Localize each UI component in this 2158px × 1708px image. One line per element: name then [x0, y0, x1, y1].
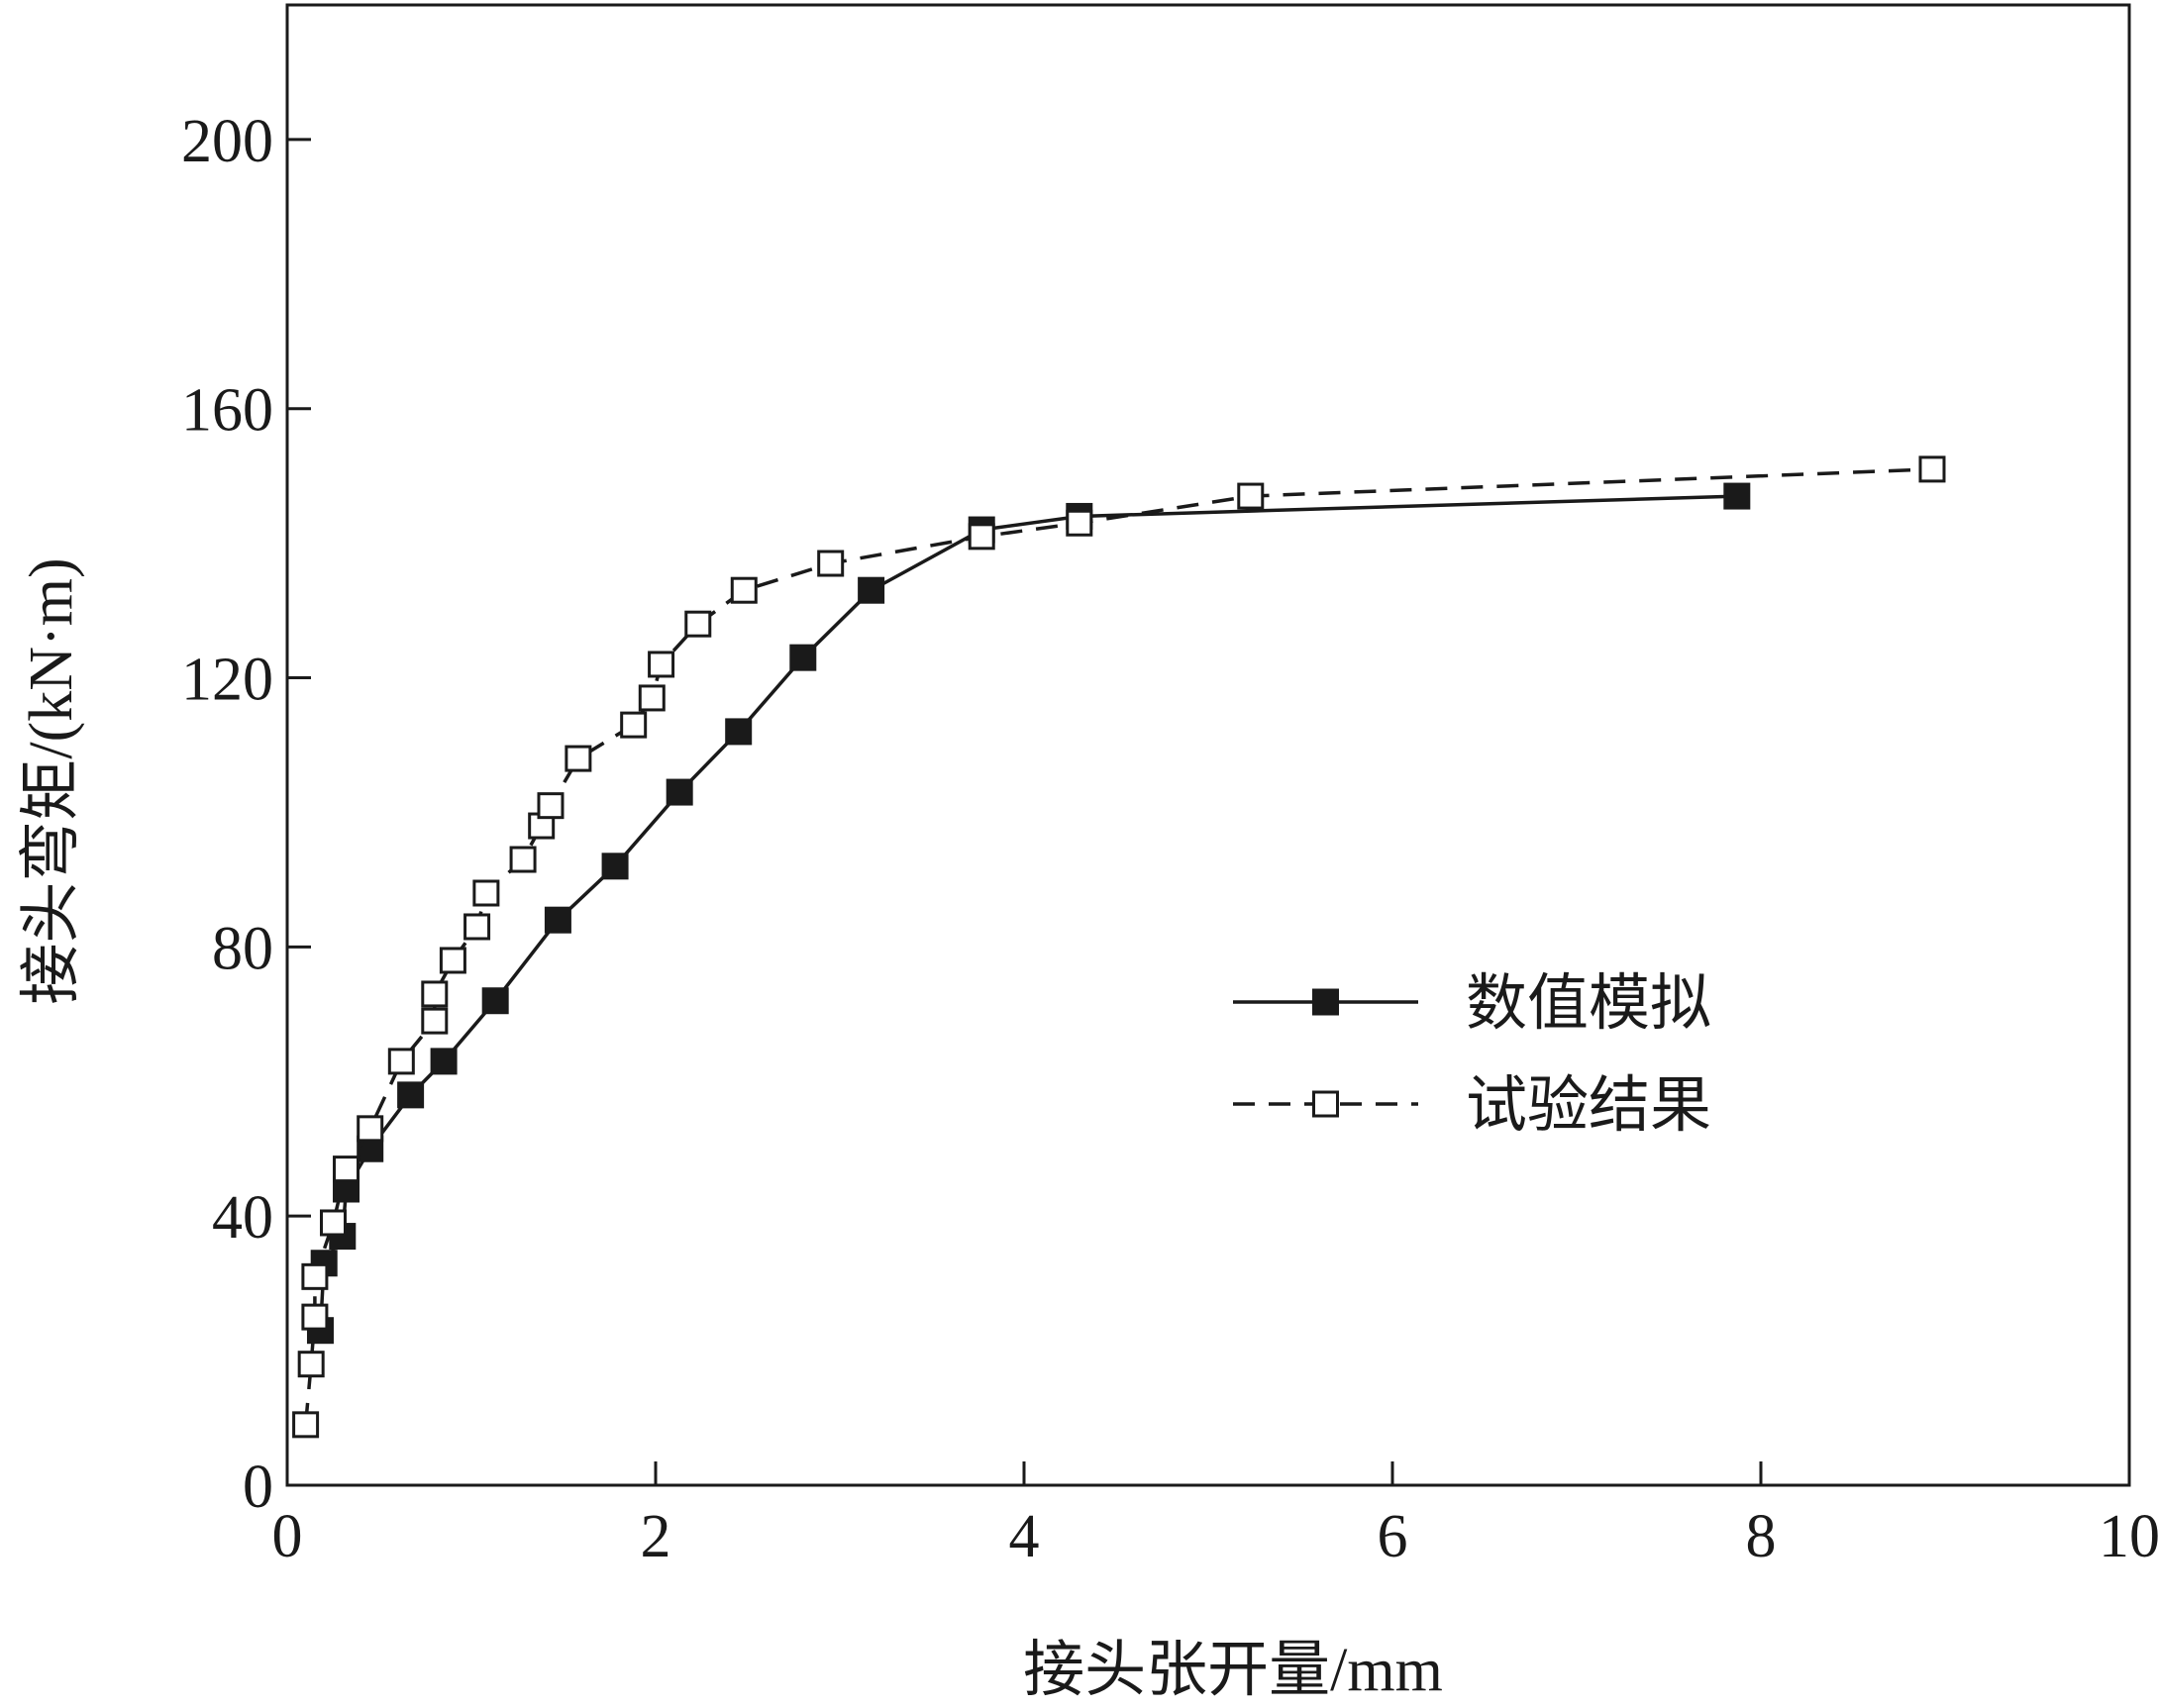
axis-ticks: 0 2 4 6 8 10 0 40 80 120 160 200: [181, 108, 2158, 1570]
y-tick-label: 120: [181, 647, 273, 714]
data-point: [648, 651, 675, 678]
data-point: [1066, 509, 1093, 537]
plot-frame: [285, 3, 2131, 1487]
data-point: [421, 980, 449, 1008]
data-point: [297, 1351, 325, 1378]
y-tick-label: 160: [181, 377, 273, 445]
x-tick-label: 2: [641, 1503, 671, 1570]
x-tick-label: 10: [2099, 1503, 2158, 1570]
y-tick-label: 0: [243, 1454, 273, 1521]
data-point: [565, 745, 592, 772]
data-point: [684, 610, 712, 638]
data-point: [858, 576, 885, 604]
legend-marker: [1312, 1090, 1339, 1118]
data-point: [397, 1081, 425, 1109]
x-tick-label: 8: [1746, 1503, 1777, 1570]
data-point: [817, 550, 845, 577]
data-point: [725, 718, 753, 746]
data-point: [537, 792, 565, 820]
series-1: [306, 482, 1751, 1345]
legend-label: 数值模拟: [1466, 970, 1711, 1038]
data-point: [620, 711, 648, 739]
data-point: [333, 1155, 360, 1183]
data-point: [666, 778, 693, 806]
data-point: [439, 947, 466, 974]
y-tick-label: 80: [212, 915, 273, 982]
data-point: [301, 1303, 329, 1331]
data-point: [1918, 455, 1946, 483]
data-point: [1723, 482, 1751, 510]
x-tick-label: 4: [1009, 1503, 1040, 1570]
x-axis-title: 接头张开量/mm: [1023, 1637, 1443, 1703]
data-point: [601, 853, 629, 880]
plot-area: [285, 3, 2131, 1487]
data-point: [430, 1048, 458, 1075]
x-tick-label: 6: [1378, 1503, 1408, 1570]
data-series: [292, 455, 1946, 1439]
data-point: [730, 576, 758, 604]
data-point: [789, 644, 817, 671]
data-point: [544, 906, 571, 934]
legend-marker: [1312, 988, 1339, 1016]
data-point: [301, 1262, 329, 1290]
legend-entry-1: 数值模拟: [1233, 970, 1711, 1038]
data-point: [481, 987, 509, 1015]
data-point: [472, 879, 500, 907]
data-point: [509, 846, 537, 873]
data-point: [387, 1048, 415, 1075]
y-tick-label: 200: [181, 108, 273, 175]
y-tick-label: 40: [212, 1184, 273, 1252]
series-line: [303, 467, 1933, 1425]
y-axis-title: 接头弯矩/(kN·m): [18, 557, 85, 1004]
series-line: [318, 494, 1737, 1331]
series-2: [292, 455, 1946, 1439]
legend-entry-2: 试验结果: [1233, 1072, 1711, 1140]
data-point: [421, 1007, 449, 1035]
data-point: [638, 684, 666, 712]
data-point: [968, 523, 995, 551]
data-point: [463, 913, 491, 941]
data-point: [357, 1115, 384, 1143]
data-point: [320, 1209, 347, 1237]
data-point: [1237, 482, 1265, 510]
x-tick-label: 0: [272, 1503, 303, 1570]
legend-label: 试验结果: [1466, 1072, 1711, 1140]
data-point: [292, 1411, 320, 1439]
